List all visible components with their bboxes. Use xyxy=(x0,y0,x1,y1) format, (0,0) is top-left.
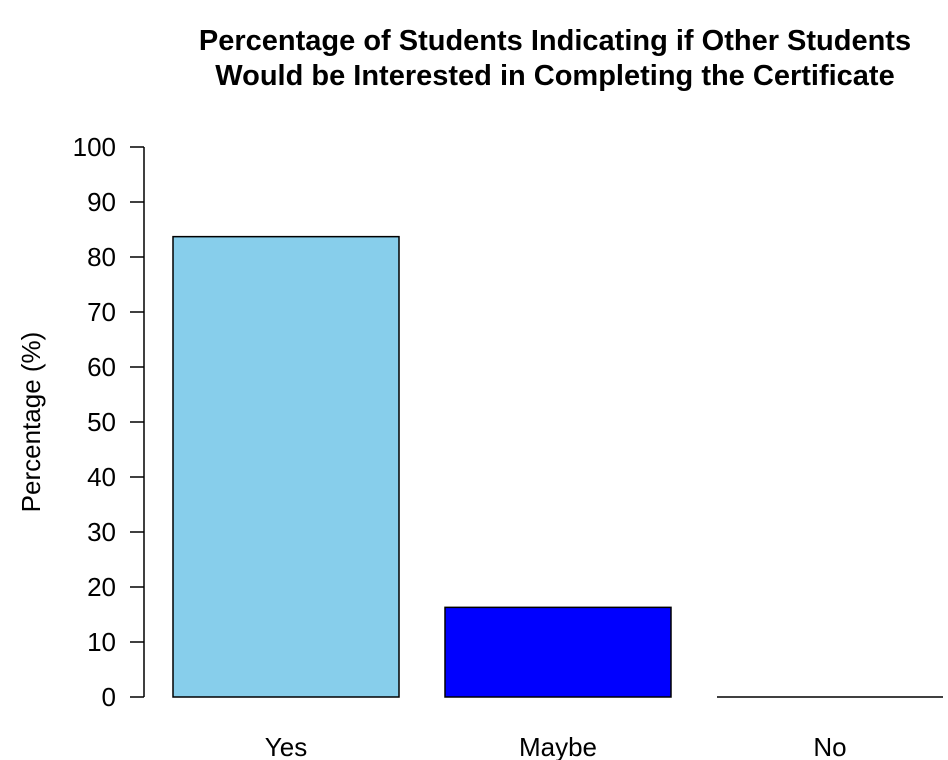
y-tick-label: 40 xyxy=(87,462,116,492)
y-tick-label: 90 xyxy=(87,187,116,217)
category-label-maybe: Maybe xyxy=(519,732,597,760)
chart-title-line-2: Would be Interested in Completing the Ce… xyxy=(215,60,894,92)
bar-yes xyxy=(172,235,400,698)
category-label-no: No xyxy=(813,732,846,760)
y-tick-label: 80 xyxy=(87,242,116,272)
y-tick-label: 30 xyxy=(87,517,116,547)
y-tick-label: 20 xyxy=(87,572,116,602)
y-tick-label: 10 xyxy=(87,627,116,657)
y-tick-label: 70 xyxy=(87,297,116,327)
y-tick-label: 60 xyxy=(87,352,116,382)
category-labels: Yes Maybe No xyxy=(265,732,847,760)
y-tick-label: 50 xyxy=(87,407,116,437)
category-label-yes: Yes xyxy=(265,732,307,760)
y-tick-label: 0 xyxy=(102,682,116,712)
y-axis: 0 10 20 30 40 50 60 70 80 90 100 xyxy=(73,132,145,712)
y-tick-label: 100 xyxy=(73,132,116,162)
bars-group xyxy=(172,235,943,698)
bar-maybe xyxy=(444,606,672,698)
y-axis-title: Percentage (%) xyxy=(16,332,46,513)
chart-title-line-1: Percentage of Students Indicating if Oth… xyxy=(199,25,911,57)
